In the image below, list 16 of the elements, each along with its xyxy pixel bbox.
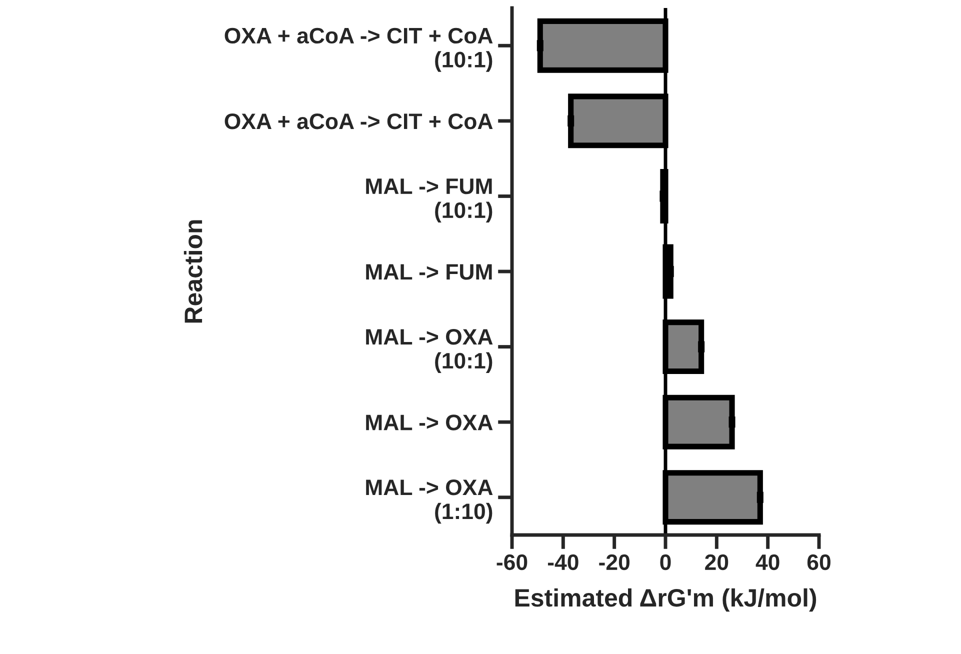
x-tick-label: 0: [660, 554, 671, 570]
y-tick-label: MAL -> OXA (10:1): [366, 328, 493, 374]
y-tick-label: MAL -> FUM (10:1): [366, 178, 492, 222]
x-axis-title: Estimated ΔrG'm (kJ/mol): [515, 588, 816, 612]
x-tick-label: 60: [807, 554, 830, 570]
x-tick-label: 40: [756, 554, 780, 570]
y-axis-title: Reaction: [184, 220, 202, 323]
y-tick-label: OXA + aCoA -> CIT + CoA (10:1): [224, 28, 493, 72]
x-tick-label: 20: [705, 554, 728, 570]
x-tick-label: -20: [599, 554, 630, 570]
y-tick-label: OXA + aCoA -> CIT + CoA: [224, 113, 493, 130]
y-tick-label: MAL -> FUM: [366, 264, 492, 280]
x-tick-label: -60: [496, 554, 528, 570]
y-tick-label: MAL -> OXA: [366, 414, 493, 430]
y-tick-label: MAL -> OXA (1:10): [366, 480, 493, 524]
x-tick-label: -40: [548, 554, 578, 570]
